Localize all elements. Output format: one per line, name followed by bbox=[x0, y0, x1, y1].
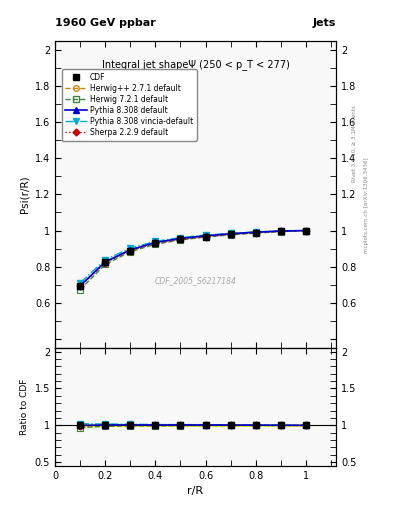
Y-axis label: Psi(r/R): Psi(r/R) bbox=[19, 176, 29, 213]
Y-axis label: Ratio to CDF: Ratio to CDF bbox=[20, 379, 29, 435]
Text: 1960 GeV ppbar: 1960 GeV ppbar bbox=[55, 18, 156, 28]
Text: Jets: Jets bbox=[313, 18, 336, 28]
Text: Integral jet shapeΨ (250 < p_T < 277): Integral jet shapeΨ (250 < p_T < 277) bbox=[101, 59, 290, 70]
X-axis label: r/R: r/R bbox=[187, 486, 204, 496]
Legend: CDF, Herwig++ 2.7.1 default, Herwig 7.2.1 default, Pythia 8.308 default, Pythia : CDF, Herwig++ 2.7.1 default, Herwig 7.2.… bbox=[62, 69, 197, 140]
Text: CDF_2005_S6217184: CDF_2005_S6217184 bbox=[154, 276, 237, 285]
Text: mcplots.cern.ch [arXiv:1306.3436]: mcplots.cern.ch [arXiv:1306.3436] bbox=[364, 157, 369, 252]
Text: Rivet 3.1.10, ≥ 3.1M events: Rivet 3.1.10, ≥ 3.1M events bbox=[352, 105, 357, 182]
